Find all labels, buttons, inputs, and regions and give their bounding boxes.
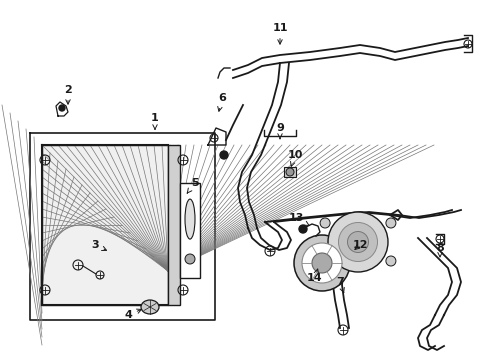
Circle shape — [184, 254, 195, 264]
Circle shape — [320, 256, 329, 266]
Circle shape — [220, 151, 227, 159]
Circle shape — [293, 235, 349, 291]
Circle shape — [320, 218, 329, 228]
Circle shape — [385, 218, 395, 228]
Text: 7: 7 — [335, 277, 344, 293]
Text: 1: 1 — [151, 113, 159, 129]
Text: 6: 6 — [217, 93, 225, 111]
Circle shape — [327, 212, 387, 272]
Circle shape — [347, 231, 368, 252]
Text: 9: 9 — [276, 123, 284, 139]
Bar — [42, 145, 168, 305]
Circle shape — [298, 225, 306, 233]
Circle shape — [311, 253, 331, 273]
Circle shape — [302, 243, 341, 283]
Text: 14: 14 — [306, 269, 322, 283]
Bar — [168, 145, 180, 305]
Circle shape — [385, 256, 395, 266]
Circle shape — [59, 105, 65, 111]
Text: 5: 5 — [187, 178, 199, 193]
Circle shape — [285, 168, 293, 176]
Bar — [284, 167, 295, 177]
Circle shape — [338, 222, 377, 261]
Text: 2: 2 — [64, 85, 72, 104]
Bar — [180, 183, 200, 278]
Ellipse shape — [141, 300, 159, 314]
Ellipse shape — [184, 199, 195, 239]
Text: 3: 3 — [91, 240, 106, 251]
Text: 4: 4 — [124, 309, 141, 320]
Text: 12: 12 — [351, 240, 367, 250]
Text: 8: 8 — [435, 243, 443, 257]
Text: 10: 10 — [287, 150, 302, 166]
Text: 11: 11 — [272, 23, 287, 44]
Text: 13: 13 — [288, 213, 308, 226]
